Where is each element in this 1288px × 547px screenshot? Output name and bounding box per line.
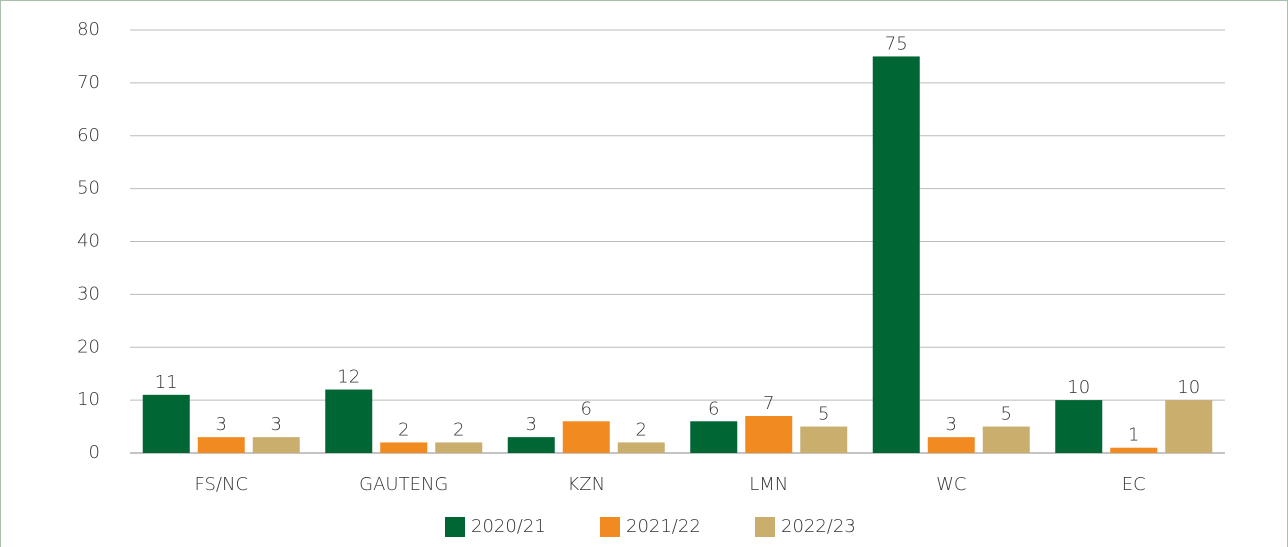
legend-label: 2022/23 xyxy=(781,516,856,537)
bar xyxy=(1055,400,1103,453)
bar xyxy=(872,56,920,453)
bar xyxy=(1165,400,1213,453)
legend-swatch xyxy=(755,517,775,537)
x-tick-label: LMN xyxy=(749,474,788,495)
y-tick-label: 60 xyxy=(77,125,100,146)
x-tick-label: WC xyxy=(936,474,966,495)
data-label: 75 xyxy=(885,33,908,54)
y-tick-label: 10 xyxy=(77,389,100,410)
data-label: 3 xyxy=(946,414,957,435)
data-label: 6 xyxy=(581,398,592,419)
bar xyxy=(617,442,665,453)
bar xyxy=(927,437,975,453)
x-tick-label: FS/NC xyxy=(194,474,248,495)
data-label: 2 xyxy=(636,419,647,440)
data-label: 2 xyxy=(453,419,464,440)
data-label: 7 xyxy=(763,393,774,414)
y-tick-label: 50 xyxy=(77,178,100,199)
data-label: 5 xyxy=(818,404,829,425)
bar xyxy=(562,421,610,453)
data-label: 3 xyxy=(271,414,282,435)
legend-swatch xyxy=(600,517,620,537)
y-tick-label: 20 xyxy=(77,336,100,357)
data-label: 3 xyxy=(526,414,537,435)
legend-label: 2021/22 xyxy=(626,516,701,537)
data-label: 12 xyxy=(337,367,360,388)
x-tick-label: GAUTENG xyxy=(359,474,448,495)
x-tick-label: EC xyxy=(1122,474,1146,495)
data-label: 3 xyxy=(216,414,227,435)
data-label: 10 xyxy=(1067,377,1090,398)
bar xyxy=(197,437,245,453)
bar xyxy=(252,437,300,453)
y-tick-label: 0 xyxy=(89,442,100,463)
bar xyxy=(435,442,483,453)
bar xyxy=(380,442,428,453)
data-label: 2 xyxy=(398,419,409,440)
bar xyxy=(690,421,738,453)
bar xyxy=(142,394,190,453)
y-tick-label: 70 xyxy=(77,72,100,93)
bar xyxy=(745,415,793,453)
data-label: 11 xyxy=(155,372,178,393)
y-tick-label: 80 xyxy=(77,19,100,40)
data-label: 1 xyxy=(1128,425,1139,446)
legend-label: 2020/21 xyxy=(471,516,546,537)
x-tick-label: KZN xyxy=(567,474,605,495)
bar xyxy=(982,426,1030,453)
y-tick-label: 40 xyxy=(77,231,100,252)
data-label: 10 xyxy=(1177,377,1200,398)
legend-swatch xyxy=(445,517,465,537)
bar xyxy=(507,437,555,453)
data-label: 6 xyxy=(708,398,719,419)
bar xyxy=(800,426,848,453)
data-label: 5 xyxy=(1001,404,1012,425)
bar xyxy=(325,389,373,453)
bar xyxy=(1110,447,1158,453)
y-tick-label: 30 xyxy=(77,283,100,304)
